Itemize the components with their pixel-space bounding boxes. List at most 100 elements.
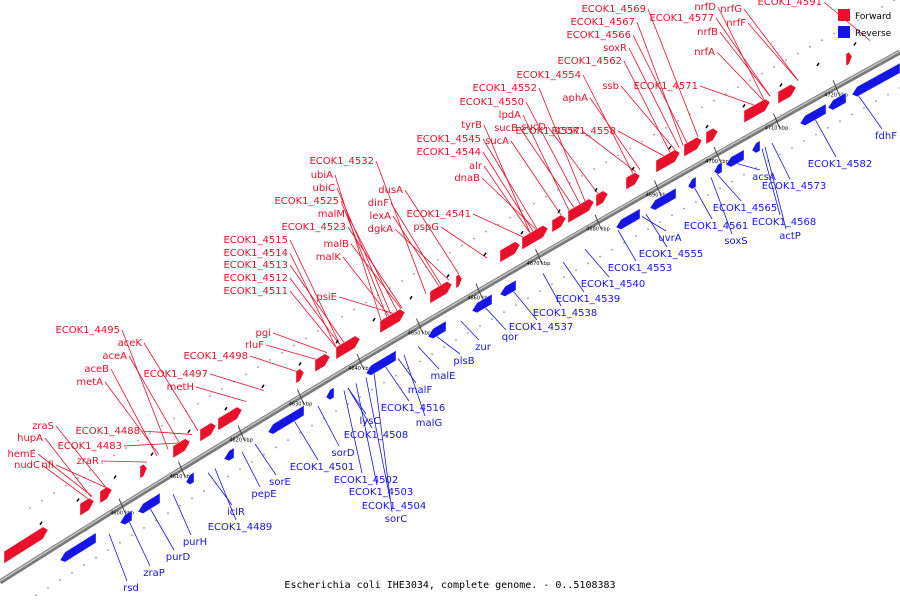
- forward-gene: [99, 486, 113, 504]
- kbp-ticks: 4600 kbp 4610 kbp 4620 kbp 4630 kbp 4640 kbp…: [110, 80, 848, 517]
- forward-gene-label: dgkA: [368, 224, 393, 235]
- forward-gene: [567, 198, 595, 224]
- forward-gene-label: nrfD: [694, 2, 716, 13]
- forward-gene-label: dinF: [368, 198, 389, 209]
- reverse-gene-label: ECOK1_4553: [608, 263, 673, 274]
- tick-label: 4700 kbp: [705, 159, 729, 165]
- reverse-gene-label: ECOK1_4501: [290, 462, 355, 473]
- forward-gene: [379, 308, 406, 334]
- forward-gene-label: aphA: [562, 93, 588, 104]
- tick-label: 4650 kbp: [408, 331, 432, 337]
- forward-gene-label: metH: [167, 382, 194, 393]
- tick-label: 4600 kbp: [110, 511, 134, 517]
- tick-label: 4660 kbp: [467, 296, 491, 302]
- reverse-gene-label: ECOK1_4502: [334, 475, 399, 486]
- reverse-gene: [799, 103, 827, 126]
- gene-features: [3, 41, 900, 564]
- reverse-gene: [615, 208, 641, 230]
- forward-gene-label: sucD: [521, 122, 546, 133]
- reverse-gene-label: iclR: [227, 507, 245, 518]
- reverse-gene: [365, 350, 397, 376]
- reverse-gene-label: purD: [166, 552, 191, 563]
- reverse-gene-label: ECOK1_4573: [762, 181, 827, 192]
- forward-gene-label: soxR: [603, 43, 627, 54]
- reverse-gene-label: sorE: [269, 477, 291, 488]
- forward-gene-label: ECOK1_4511: [223, 286, 288, 297]
- reverse-gene-label: sorD: [331, 448, 354, 459]
- forward-gene-label: ECOK1_4569: [581, 4, 646, 15]
- forward-gene-label: aceK: [118, 338, 143, 349]
- forward-gene: [172, 438, 191, 459]
- forward-gene-label: ECOK1_4552: [472, 83, 537, 94]
- forward-gene-label: sucA: [485, 136, 509, 147]
- forward-gene-label: nrfF: [726, 18, 746, 29]
- forward-gene-label: ECOK1_4498: [183, 351, 248, 362]
- reverse-gene-label: acsA: [752, 172, 776, 183]
- forward-gene-label: nrfB: [697, 27, 718, 38]
- reverse-gene-label: ECOK1_4489: [208, 522, 273, 533]
- forward-gene-label: ECOK1_4514: [223, 248, 288, 259]
- forward-gene-label: lpdA: [499, 110, 521, 121]
- reverse-gene: [185, 471, 195, 485]
- reverse-gene: [59, 532, 97, 563]
- forward-gene-label: ubiA: [311, 170, 333, 181]
- forward-gene-label: alr: [469, 161, 483, 172]
- forward-gene-label: ECOK1_4544: [416, 147, 481, 158]
- forward-gene-label: ECOK1_4545: [416, 134, 481, 145]
- reverse-gene: [499, 279, 517, 297]
- reverse-gene-label: malG: [416, 418, 442, 429]
- tick-label: 4620 kbp: [229, 438, 253, 444]
- reverse-gene-label: qor: [502, 332, 519, 343]
- reverse-gene-label: malE: [431, 371, 456, 382]
- forward-gene: [79, 497, 95, 517]
- reverse-gene: [267, 405, 305, 435]
- forward-gene: [455, 274, 463, 289]
- reverse-gene-label: zur: [475, 342, 492, 353]
- genome-backbone: [0, 49, 900, 585]
- reverse-gene: [119, 510, 133, 525]
- forward-gene: [521, 225, 549, 250]
- genome-backbone-highlight: [0, 50, 900, 582]
- reverse-gene-label: rsd: [123, 583, 139, 594]
- forward-gene-label: pgi: [256, 328, 271, 339]
- forward-gene-label: metA: [76, 377, 103, 388]
- reverse-gene-label: purH: [183, 537, 207, 548]
- reverse-gene-label: ECOK1_4561: [684, 221, 749, 232]
- reverse-gene-label: plsB: [453, 356, 474, 367]
- reverse-gene-label: ECOK1_4516: [381, 403, 446, 414]
- legend: Forward Reverse: [838, 9, 892, 39]
- forward-gene-label: nudC: [14, 460, 40, 471]
- legend-forward-swatch: [838, 9, 850, 21]
- forward-gene-label: ECOK1_4567: [570, 17, 635, 28]
- reverse-gene-label: ECOK1_4503: [349, 487, 414, 498]
- reverse-gene: [827, 92, 847, 111]
- forward-gene-label: ECOK1_4558: [551, 126, 616, 137]
- tick-label: 4630 kbp: [289, 402, 313, 408]
- forward-gene-label: ECOK1_4512: [223, 273, 288, 284]
- reverse-gene-label: ECOK1_4565: [713, 203, 778, 214]
- forward-gene: [295, 368, 305, 384]
- forward-gene-label: ECOK1_4515: [223, 235, 288, 246]
- forward-gene-label: ubiC: [313, 183, 335, 194]
- forward-gene-label: zraS: [32, 421, 54, 432]
- forward-gene-label: ECOK1_4591: [757, 0, 822, 8]
- tick-label: 4670 kbp: [527, 261, 551, 267]
- forward-gene: [217, 406, 243, 431]
- forward-gene: [743, 98, 771, 124]
- tick-label: 4720 kbp: [824, 92, 848, 98]
- reverse-gene: [851, 62, 900, 97]
- forward-gene-label: aceB: [84, 364, 109, 375]
- forward-gene-label: dusA: [378, 185, 403, 196]
- forward-gene: [199, 422, 217, 442]
- reverse-gene-label: ECOK1_4539: [556, 294, 621, 305]
- forward-gene: [845, 51, 853, 67]
- forward-gene: [3, 526, 49, 564]
- reverse-gene: [325, 387, 335, 401]
- reverse-gene-label: ECOK1_4538: [533, 308, 598, 319]
- forward-gene-label: dnaB: [454, 173, 480, 184]
- reverse-gene-label: ECOK1_4504: [362, 501, 427, 512]
- forward-gene-label: ECOK1_4577: [649, 13, 714, 24]
- forward-gene-label: ECOK1_4554: [516, 70, 581, 81]
